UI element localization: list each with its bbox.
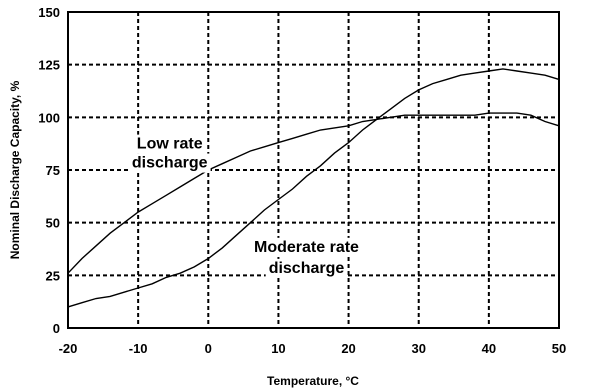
x-tick-label: 0 (205, 341, 212, 356)
annotation-moderate-rate-label: discharge (269, 260, 345, 277)
y-tick-label: 100 (38, 110, 60, 125)
annotation-moderate-rate-label: Moderate rate (254, 239, 359, 256)
annotation-background (133, 134, 206, 154)
annotation-low-rate-label: discharge (132, 155, 208, 172)
annotation-background (251, 237, 363, 257)
annotation-background (265, 258, 348, 278)
x-tick-label: 40 (482, 341, 496, 356)
series-line-moderate-rate (67, 68, 560, 308)
x-tick-labels: -20 -10 0 10 20 30 40 50 (59, 341, 567, 356)
y-tick-label: 0 (53, 321, 60, 336)
x-tick-label: 20 (341, 341, 355, 356)
grid (68, 12, 559, 328)
annotation-background (128, 153, 211, 173)
plot-frame (67, 11, 560, 329)
x-tick-label: 30 (411, 341, 425, 356)
y-axis-label: Nominal Discharge Capacity, % (8, 80, 22, 259)
x-tick-label: -20 (59, 341, 78, 356)
series-group (67, 68, 560, 308)
y-tick-label: 25 (46, 268, 60, 283)
y-tick-label: 50 (46, 216, 60, 231)
y-tick-label: 150 (38, 5, 60, 20)
x-tick-label: 10 (271, 341, 285, 356)
annotations-group: Low rate discharge Moderate rate discharge (128, 134, 363, 278)
annotation-low-rate-label: Low rate (137, 136, 203, 153)
x-tick-label: 50 (552, 341, 566, 356)
series-line-low-rate (67, 112, 560, 274)
x-axis-label: Temperature, °C (267, 374, 359, 388)
y-tick-labels: 0 25 50 75 100 125 150 (38, 5, 60, 336)
y-tick-label: 75 (46, 163, 60, 178)
y-tick-label: 125 (38, 58, 60, 73)
x-tick-label: -10 (129, 341, 148, 356)
